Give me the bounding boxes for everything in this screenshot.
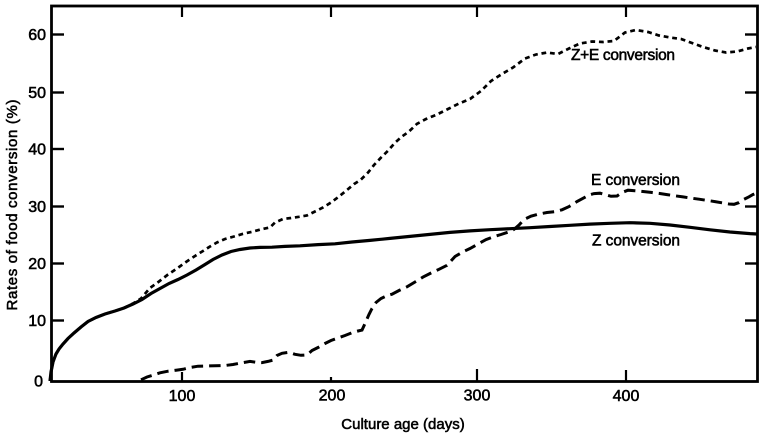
svg-text:E conversion: E conversion [591, 172, 680, 189]
svg-text:200: 200 [319, 388, 346, 405]
svg-text:400: 400 [613, 388, 640, 405]
svg-text:20: 20 [28, 256, 46, 273]
svg-text:50: 50 [28, 85, 46, 102]
svg-text:300: 300 [464, 388, 491, 405]
svg-text:10: 10 [28, 313, 46, 330]
svg-text:100: 100 [169, 388, 196, 405]
svg-text:Rates of food conversion (%): Rates of food conversion (%) [4, 100, 21, 311]
svg-text:30: 30 [28, 199, 46, 216]
svg-text:Z conversion: Z conversion [592, 233, 680, 250]
svg-text:Z+E conversion: Z+E conversion [571, 47, 675, 64]
svg-text:60: 60 [28, 27, 46, 44]
svg-text:40: 40 [28, 142, 46, 159]
svg-text:0: 0 [34, 374, 43, 391]
svg-text:Culture age (days): Culture age (days) [341, 416, 464, 433]
